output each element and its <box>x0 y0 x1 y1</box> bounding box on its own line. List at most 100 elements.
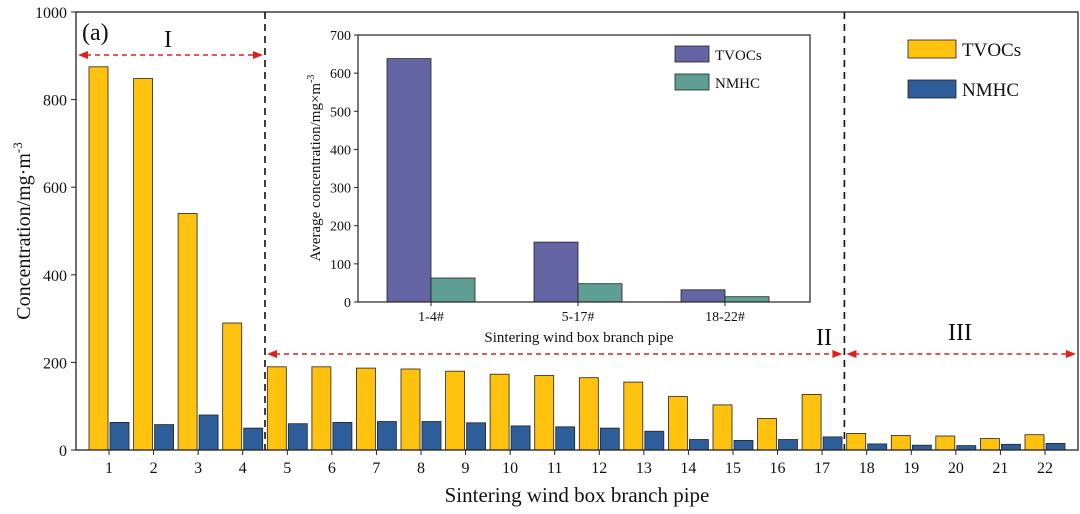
inset-legend-swatch-nmhc <box>674 73 710 91</box>
main-x-axis-label: Sintering wind box branch pipe <box>445 483 710 507</box>
bar-tvocs-5 <box>266 366 287 451</box>
y-tick-label-0: 0 <box>59 443 67 460</box>
panel-label: (a) <box>82 20 109 46</box>
x-tick-label-5: 5 <box>283 460 291 477</box>
x-tick-label-10: 10 <box>502 460 518 477</box>
bar-tvocs-11 <box>534 375 555 451</box>
bar-nmhc-1 <box>109 421 130 451</box>
bar-tvocs-6 <box>311 366 332 451</box>
inset-y-tick-label-200: 200 <box>330 220 351 235</box>
bar-tvocs-13 <box>623 381 644 451</box>
x-tick-label-6: 6 <box>328 460 336 477</box>
bar-tvocs-16 <box>757 418 777 451</box>
bar-nmhc-16 <box>778 439 798 451</box>
bar-nmhc-4 <box>243 427 264 451</box>
x-tick-label-4: 4 <box>239 460 247 477</box>
bar-nmhc-18 <box>867 443 888 451</box>
x-tick-label-21: 21 <box>992 460 1008 477</box>
main-plot: 1 2 3 4 5 6 7 8 9 10 11 12 13 14 15 16 17 18 19 20 21 2202004… <box>10 5 1079 507</box>
bar-tvocs-20 <box>935 435 956 451</box>
bar-tvocs-17 <box>801 393 822 451</box>
legend-swatch-tvocs <box>907 39 957 59</box>
bar-tvocs-1 <box>88 66 109 451</box>
y-tick-label-400: 400 <box>43 268 67 285</box>
inset-x-tick-label-1: 5-17# <box>562 310 595 325</box>
inset-y-tick-label-100: 100 <box>330 258 351 273</box>
bar-tvocs-18 <box>846 432 867 451</box>
inset-plot-frame <box>357 34 811 303</box>
x-tick-label-7: 7 <box>372 460 380 477</box>
bar-tvocs-15 <box>712 404 733 451</box>
legend-swatch-nmhc <box>907 79 957 99</box>
x-tick-label-12: 12 <box>591 460 607 477</box>
region-label-II: II <box>816 325 832 351</box>
inset-legend-label-nmhc: NMHC <box>715 76 760 92</box>
bar-tvocs-19 <box>890 435 911 451</box>
bar-nmhc-3 <box>198 414 219 451</box>
x-tick-label-14: 14 <box>680 460 696 477</box>
bar-nmhc-12 <box>599 427 620 451</box>
bar-nmhc-11 <box>555 426 576 451</box>
bar-nmhc-10 <box>510 425 531 451</box>
x-tick-label-3: 3 <box>194 460 202 477</box>
bar-nmhc-2 <box>154 424 175 451</box>
x-tick-label-19: 19 <box>903 460 919 477</box>
bar-nmhc-22 <box>1045 442 1066 451</box>
y-tick-label-800: 800 <box>43 93 67 110</box>
inset-y-tick-label-300: 300 <box>330 182 351 197</box>
main-legend: TVOCs NMHC <box>907 39 1021 101</box>
bar-nmhc-7 <box>376 421 397 451</box>
main-ticks: 1 2 3 4 5 6 7 8 9 10 11 12 13 14 15 16 17 18 19 20 21 2202004… <box>35 5 1053 477</box>
inset-y-axis-label: Average concentration/mg×m-3 <box>306 75 324 262</box>
x-tick-label-11: 11 <box>547 460 562 477</box>
inset-bar-nmhc-1-4# <box>430 277 476 303</box>
x-tick-label-1: 1 <box>105 460 113 477</box>
region-arrow-left-I <box>78 51 88 59</box>
bar-tvocs-22 <box>1024 434 1045 451</box>
bar-nmhc-19 <box>911 444 932 451</box>
bar-tvocs-8 <box>400 368 421 451</box>
x-tick-label-15: 15 <box>725 460 741 477</box>
bar-nmhc-6 <box>332 421 353 451</box>
inset-y-axis-label-sup: -3 <box>306 75 317 83</box>
inset-legend-label-tvocs: TVOCs <box>715 48 762 64</box>
x-tick-label-13: 13 <box>636 460 652 477</box>
inset-bar-tvocs-5-17# <box>533 241 579 303</box>
x-tick-label-20: 20 <box>948 460 964 477</box>
inset-y-tick-label-600: 600 <box>330 67 351 82</box>
y-tick-label-600: 600 <box>43 180 67 197</box>
main-y-axis-label-text: Concentration/mg·m <box>13 153 35 320</box>
region-arrow-left-II <box>266 350 277 358</box>
legend-label-tvocs: TVOCs <box>962 40 1021 61</box>
inset-y-tick-label-0: 0 <box>344 296 351 311</box>
x-tick-label-17: 17 <box>814 460 830 477</box>
x-tick-label-8: 8 <box>417 460 425 477</box>
bar-tvocs-2 <box>133 78 154 451</box>
bar-tvocs-10 <box>489 373 510 451</box>
bar-nmhc-17 <box>822 436 843 451</box>
region-label-I: I <box>164 27 172 53</box>
inset-bar-nmhc-5-17# <box>577 283 623 303</box>
main-bars <box>88 66 1066 451</box>
region-arrow-right-II <box>832 350 843 358</box>
inset-bar-nmhc-18-22# <box>724 296 770 303</box>
inset-x-tick-label-2: 18-22# <box>705 310 745 325</box>
legend-label-nmhc: NMHC <box>962 80 1019 101</box>
inset-bar-tvocs-18-22# <box>680 289 726 303</box>
region-markers: III III <box>78 12 1076 450</box>
x-tick-label-22: 22 <box>1037 460 1053 477</box>
inset-background <box>358 35 810 302</box>
bar-nmhc-21 <box>1001 443 1021 451</box>
main-y-axis-label: Concentration/mg·m-3 <box>10 142 35 319</box>
inset-y-axis-label-text: Average concentration/mg×m <box>308 83 324 262</box>
region-arrow-right-I <box>252 51 263 59</box>
inset-y-tick-label-400: 400 <box>330 143 351 158</box>
y-tick-label-1000: 1000 <box>35 5 67 22</box>
bar-tvocs-4 <box>222 322 243 451</box>
bar-tvocs-3 <box>177 213 198 451</box>
x-tick-label-18: 18 <box>859 460 875 477</box>
main-plot-frame <box>75 11 1079 451</box>
bar-nmhc-9 <box>466 422 487 451</box>
x-tick-label-2: 2 <box>150 460 158 477</box>
